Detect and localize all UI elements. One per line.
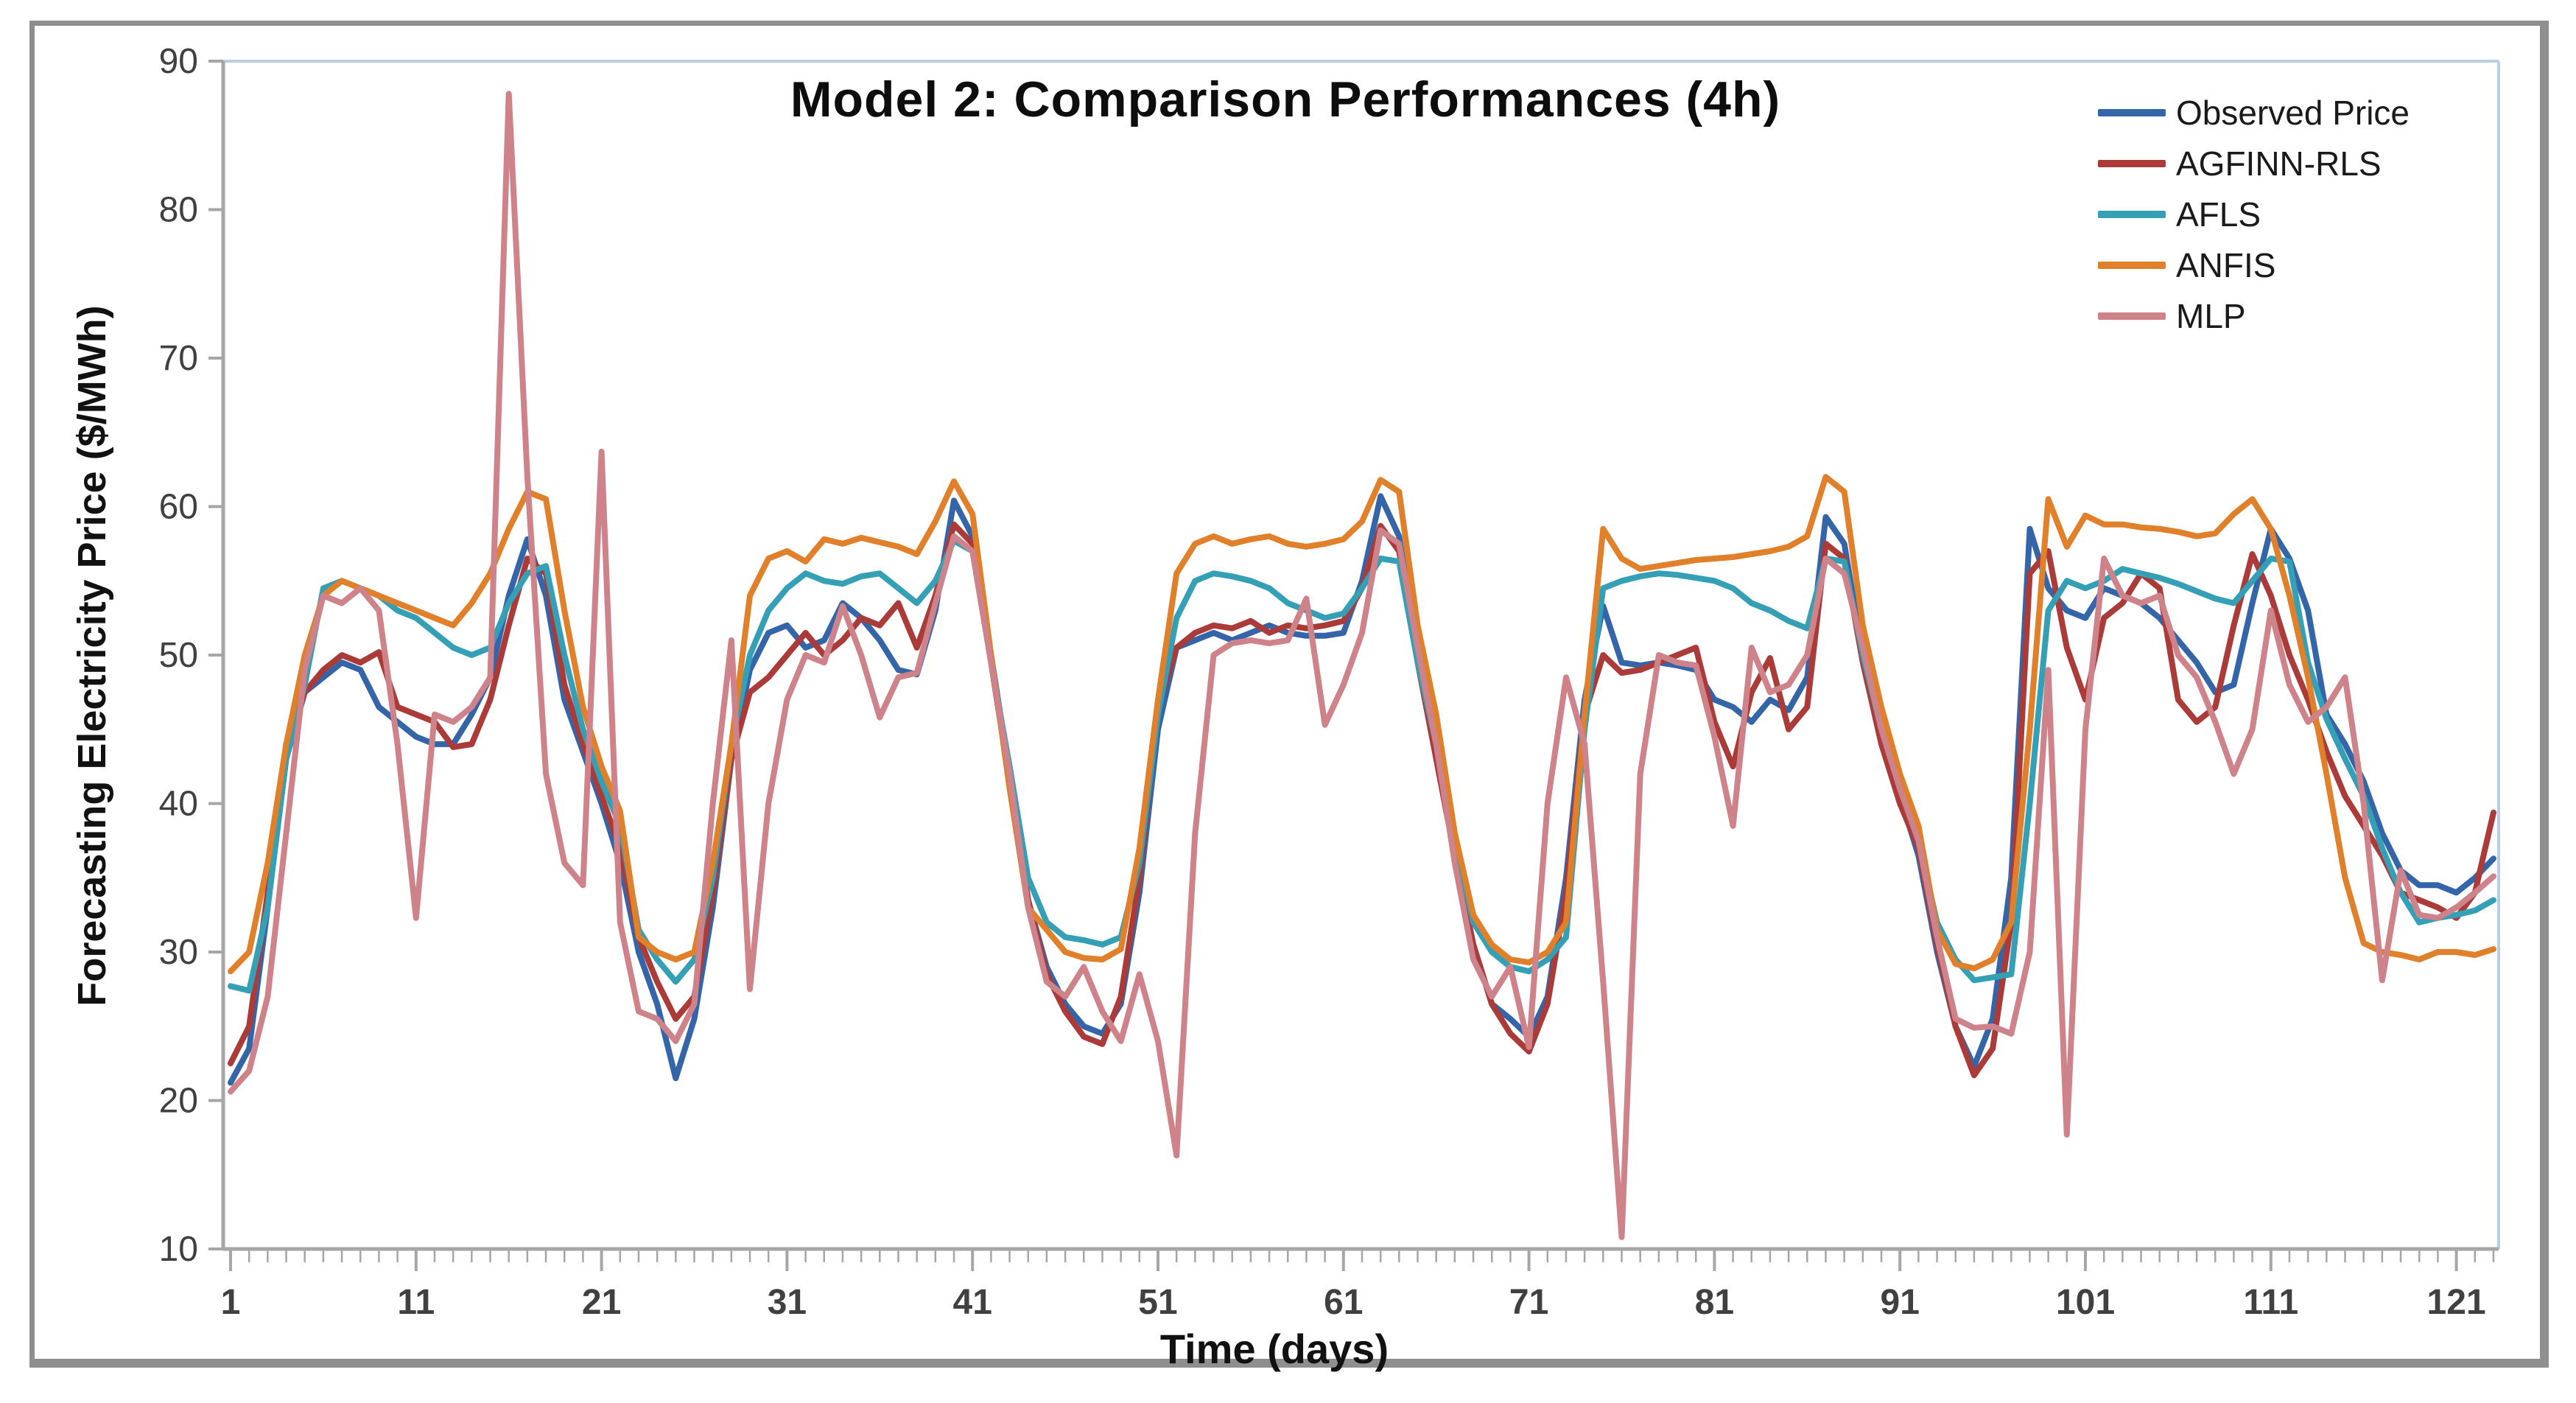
series-line-anfis — [228, 474, 2496, 975]
x-tick-label: 121 — [2427, 1283, 2486, 1322]
legend: Observed Price AGFINN-RLS AFLS ANFIS MLP — [2098, 87, 2410, 341]
legend-label: ANFIS — [2176, 245, 2276, 284]
legend-swatch-icon — [2098, 312, 2166, 320]
y-tick-label: 60 — [159, 488, 198, 527]
y-tick-label: 20 — [159, 1082, 198, 1121]
x-tick-label: 51 — [1138, 1283, 1177, 1322]
x-tick-label: 41 — [953, 1283, 992, 1322]
y-tick-label: 30 — [159, 933, 198, 972]
x-tick-label: 31 — [768, 1283, 807, 1322]
legend-swatch-icon — [2098, 159, 2166, 167]
y-tick-label: 80 — [159, 191, 198, 230]
series-line-agfinn-rls — [228, 521, 2496, 1079]
x-tick-label: 71 — [1509, 1283, 1548, 1322]
legend-item-mlp: MLP — [2098, 290, 2410, 341]
x-axis-title: Time (days) — [1159, 1326, 1389, 1372]
series-line-afls — [228, 537, 2496, 994]
legend-label: Observed Price — [2176, 93, 2410, 132]
x-tick-label: 61 — [1324, 1283, 1363, 1322]
y-tick-label: 50 — [159, 636, 198, 675]
legend-swatch-icon — [2098, 108, 2166, 116]
x-tick-label: 101 — [2056, 1283, 2115, 1322]
chart-title: Model 2: Comparison Performances (4h) — [790, 71, 1781, 127]
x-tick-label: 1 — [221, 1283, 241, 1322]
y-axis-title: Forecasting Electricity Price ($/MWh) — [70, 305, 114, 1007]
legend-label: AGFINN-RLS — [2176, 144, 2382, 183]
legend-swatch-icon — [2098, 261, 2166, 269]
y-tick-label: 90 — [159, 42, 198, 81]
legend-item-observed-price: Observed Price — [2098, 87, 2410, 138]
x-tick-label: 81 — [1695, 1283, 1734, 1322]
legend-label: AFLS — [2176, 195, 2261, 234]
y-tick-label: 10 — [159, 1230, 198, 1269]
x-tick-label: 91 — [1881, 1283, 1920, 1322]
y-tick-label: 70 — [159, 339, 198, 378]
series-line-mlp — [228, 91, 2496, 1240]
legend-item-agfinn-rls: AGFINN-RLS — [2098, 138, 2410, 189]
legend-label: MLP — [2176, 296, 2246, 335]
x-tick-label: 21 — [582, 1283, 621, 1322]
y-tick-label: 40 — [159, 785, 198, 824]
x-tick-label: 111 — [2243, 1283, 2298, 1322]
legend-item-afls: AFLS — [2098, 189, 2410, 239]
legend-swatch-icon — [2098, 210, 2166, 218]
x-tick-label: 11 — [397, 1283, 435, 1322]
legend-item-anfis: ANFIS — [2098, 239, 2410, 290]
